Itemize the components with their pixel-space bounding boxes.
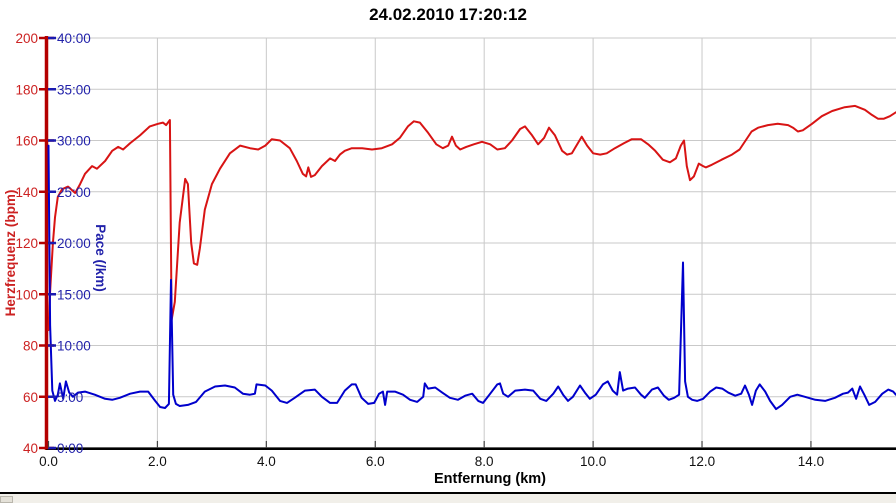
x-tick-label: 12.0 <box>689 454 715 469</box>
x-tick-label: 2.0 <box>148 454 167 469</box>
y-axis-title-pace: Pace (/km) <box>93 224 108 292</box>
heart-rate-tick-label: 80 <box>23 339 38 354</box>
x-tick-label: 0.0 <box>39 454 58 469</box>
heart-rate-tick-label: 40 <box>23 441 38 456</box>
x-tick-label: 4.0 <box>257 454 276 469</box>
window-divider <box>0 492 896 494</box>
heart-rate-tick-label: 160 <box>15 134 38 149</box>
chart-title: 24.02.2010 17:20:12 <box>369 5 527 24</box>
heart-rate-tick-label: 60 <box>23 390 38 405</box>
heart-rate-tick-label: 200 <box>15 31 38 46</box>
chart-plot: 200 180 160 140 120 100 80 60 40 40:00 35:00 30:00 2… <box>3 31 896 487</box>
pace-tick-label: 25:00 <box>57 185 91 200</box>
pace-tick-label: 10:00 <box>57 339 91 354</box>
x-tick-label: 6.0 <box>366 454 385 469</box>
series-lines <box>47 104 896 411</box>
x-tick-label: 14.0 <box>798 454 824 469</box>
heart-rate-tick-label: 140 <box>15 185 38 200</box>
pace-tick-label: 0:00 <box>57 441 83 456</box>
pace-tick-label: 20:00 <box>57 236 91 251</box>
pace-tick-label: 15:00 <box>57 287 91 302</box>
y-axis-title-heart-rate: Herzfrequenz (bpm) <box>3 190 18 317</box>
x-tick-label: 8.0 <box>475 454 494 469</box>
heart-rate-line <box>47 104 896 332</box>
heart-rate-tick-label: 100 <box>15 287 38 302</box>
axis-ticks-and-labels: 200 180 160 140 120 100 80 60 40 40:00 35:00 30:00 2… <box>15 31 824 469</box>
pace-line <box>47 144 896 411</box>
bottom-scrollbar[interactable] <box>0 494 896 503</box>
heart-rate-tick-label: 120 <box>15 236 38 251</box>
gridlines <box>46 37 896 448</box>
scrollbar-corner-button[interactable] <box>0 496 13 503</box>
x-axis-title: Entfernung (km) <box>434 471 546 487</box>
heart-rate-tick-label: 180 <box>15 82 38 97</box>
pace-tick-label: 30:00 <box>57 134 91 149</box>
pace-tick-label: 5:00 <box>57 390 83 405</box>
pace-tick-label: 40:00 <box>57 31 91 46</box>
pace-tick-label: 35:00 <box>57 82 91 97</box>
x-tick-label: 10.0 <box>580 454 606 469</box>
